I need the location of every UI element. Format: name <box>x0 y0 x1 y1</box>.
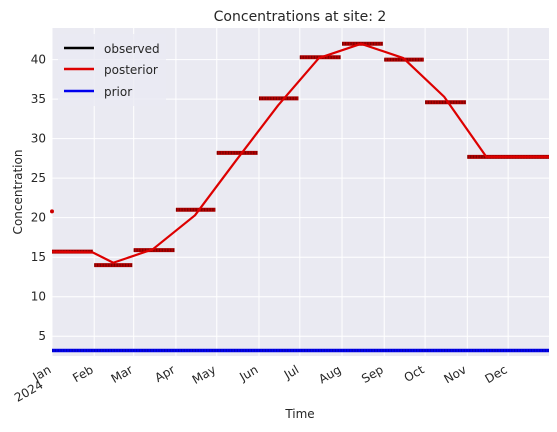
legend: observed posterior prior <box>58 34 166 106</box>
posterior-series-line <box>51 42 549 264</box>
legend-label-prior: prior <box>104 85 132 99</box>
y-tick-label: 30 <box>31 132 46 146</box>
legend-label-posterior: posterior <box>104 63 158 77</box>
y-tick-label: 15 <box>31 250 46 264</box>
grid-lines <box>51 28 549 356</box>
y-tick-label: 10 <box>31 290 46 304</box>
y-axis-label: Concentration <box>11 150 25 235</box>
legend-label-observed: observed <box>104 42 160 56</box>
y-tick-label: 40 <box>31 53 46 67</box>
series-layer <box>50 41 549 353</box>
y-tick-label: 20 <box>31 211 46 225</box>
y-tick-label: 25 <box>31 171 46 185</box>
x-axis-label: Time <box>284 407 314 421</box>
x-tick-label: Jul <box>281 362 301 382</box>
y-tick-label: 35 <box>31 92 46 106</box>
y-tick-label: 5 <box>38 329 46 343</box>
y-tick-labels: 5 10 15 20 25 30 35 40 <box>31 53 46 344</box>
observed-point <box>50 209 54 214</box>
chart-title: Concentrations at site: 2 <box>214 9 387 25</box>
